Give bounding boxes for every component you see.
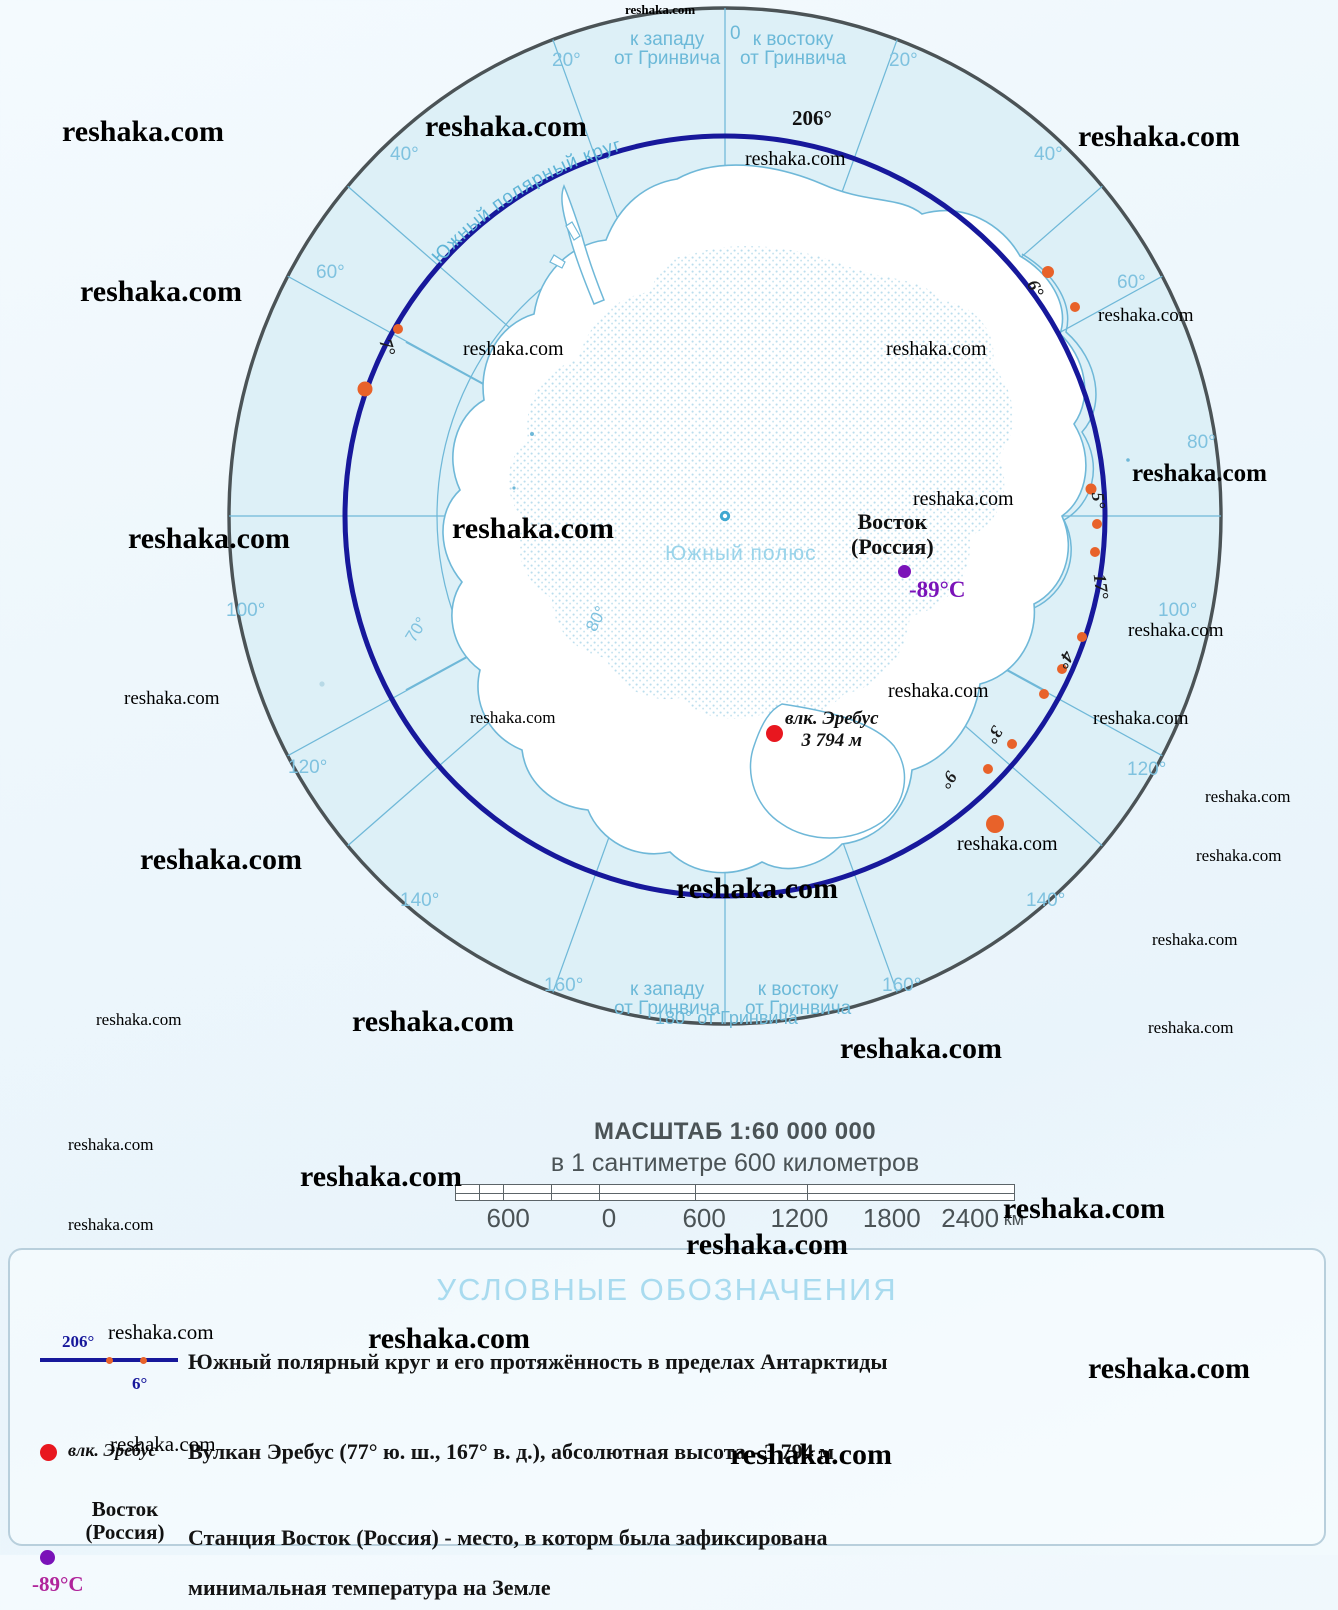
legend-symbol-temperature-label: -89°C bbox=[32, 1572, 84, 1597]
legend-text-erebus: Вулкан Эребус (77° ю. ш., 167° в. д.), а… bbox=[188, 1439, 835, 1465]
watermark: reshaka.com bbox=[124, 688, 220, 709]
antarctica-map[interactable]: Южный полярный круг 20° 20° 40° 40° 60° … bbox=[222, 4, 1228, 1034]
scale-number: 1200 bbox=[770, 1203, 829, 1233]
scale-number: 2400 bbox=[941, 1203, 1000, 1233]
south-pole-marker bbox=[719, 510, 731, 522]
legend-symbol-vostok-label: Восток (Россия) bbox=[85, 1497, 165, 1545]
map-canvas: Южный полярный круг bbox=[227, 6, 1223, 1026]
scale-number: 600 bbox=[486, 1203, 530, 1233]
scale-block: МАСШТАБ 1:60 000 000 в 1 сантиметре 600 … bbox=[455, 1118, 1024, 1234]
scale-bar bbox=[455, 1184, 1015, 1201]
scale-bar-midline bbox=[456, 1192, 1014, 1194]
scale-title: МАСШТАБ 1:60 000 000 bbox=[593, 1118, 877, 1145]
watermark: reshaka.com bbox=[1003, 1192, 1165, 1225]
scale-number: 1800 bbox=[862, 1203, 921, 1233]
vostok-station-dot[interactable] bbox=[898, 565, 911, 578]
legend-text-vostok-line1: Станция Восток (Россия) - место, в котор… bbox=[188, 1525, 828, 1551]
legend-text-vostok-line2: минимальная температура на Земле bbox=[188, 1575, 551, 1601]
legend-item-erebus[interactable]: влк. Эребус Вулкан Эребус (77° ю. ш., 16… bbox=[10, 1430, 1324, 1466]
legend-panel: УСЛОВНЫЕ ОБОЗНАЧЕНИЯ 206° 6° Южный поляр… bbox=[8, 1248, 1326, 1600]
watermark: reshaka.com bbox=[62, 115, 224, 148]
legend-title: УСЛОВНЫЕ ОБОЗНАЧЕНИЯ bbox=[436, 1272, 898, 1307]
scale-unit: км bbox=[1003, 1209, 1024, 1229]
scale-number: 600 bbox=[682, 1203, 726, 1233]
watermark: reshaka.com bbox=[840, 1032, 1002, 1065]
watermark: reshaka.com bbox=[300, 1160, 462, 1193]
red-dot-icon bbox=[40, 1444, 57, 1462]
antarctic-circle bbox=[342, 133, 1108, 899]
legend-symbol-6-label: 6° bbox=[132, 1374, 148, 1393]
legend-symbol-206-label: 206° bbox=[62, 1332, 95, 1351]
legend-item-vostok[interactable]: Восток (Россия) -89°C Станция Восток (Ро… bbox=[10, 1497, 1324, 1610]
watermark: reshaka.com bbox=[68, 1215, 154, 1234]
watermark: reshaka.com bbox=[80, 275, 242, 308]
extent-marker-icon bbox=[140, 1356, 147, 1364]
antarctica-landmass bbox=[319, 164, 1130, 874]
purple-dot-icon bbox=[40, 1550, 55, 1566]
legend-rows: 206° 6° Южный полярный круг и его протяж… bbox=[10, 1332, 1324, 1610]
erebus-volcano-dot[interactable] bbox=[766, 725, 783, 742]
extent-marker-icon bbox=[106, 1356, 113, 1364]
watermark: reshaka.com bbox=[68, 1135, 154, 1154]
watermark: reshaka.com bbox=[96, 1010, 182, 1029]
legend-text-vostok: Станция Восток (Россия) - место, в котор… bbox=[188, 1500, 827, 1602]
legend-symbol-vostok: Восток (Россия) -89°C bbox=[10, 1497, 188, 1610]
scale-number: 0 bbox=[601, 1203, 617, 1233]
legend-item-polar-circle[interactable]: 206° 6° Южный полярный круг и его протяж… bbox=[10, 1332, 1324, 1393]
legend-symbol-erebus-label: влк. Эребус bbox=[68, 1440, 157, 1461]
circle-extent-markers bbox=[357, 266, 1102, 833]
scale-numbers: 600 0 600 1200 1800 2400 км bbox=[455, 1203, 1024, 1234]
legend-text-polar-circle: Южный полярный круг и его протяжённость … bbox=[188, 1349, 888, 1374]
scale-subtitle: в 1 сантиметре 600 километров bbox=[550, 1149, 920, 1177]
map-page: Южный полярный круг 20° 20° 40° 40° 60° … bbox=[8, 2, 1326, 1600]
